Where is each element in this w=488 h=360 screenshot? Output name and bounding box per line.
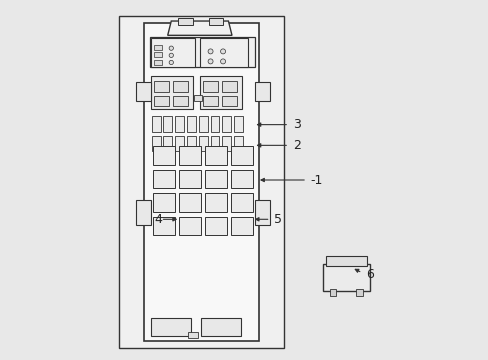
Bar: [179, 170, 201, 188]
Bar: [323, 264, 369, 291]
Bar: [230, 217, 253, 235]
Bar: [152, 170, 175, 188]
Bar: [163, 136, 172, 152]
Bar: [179, 193, 201, 212]
Bar: [204, 170, 227, 188]
Bar: [198, 116, 207, 132]
Bar: [254, 200, 269, 225]
Bar: [150, 38, 195, 67]
Bar: [222, 96, 237, 107]
Bar: [200, 38, 247, 67]
Bar: [203, 96, 218, 107]
Bar: [230, 170, 253, 188]
Text: 4: 4: [154, 213, 162, 226]
Text: -1: -1: [310, 174, 322, 186]
Bar: [152, 217, 175, 235]
Bar: [200, 76, 242, 109]
Circle shape: [169, 46, 173, 50]
Bar: [151, 136, 160, 152]
Bar: [179, 217, 201, 235]
Circle shape: [169, 60, 173, 64]
Circle shape: [207, 59, 213, 64]
Polygon shape: [167, 21, 231, 35]
Bar: [175, 116, 184, 132]
Bar: [136, 200, 151, 225]
Bar: [119, 16, 283, 348]
Bar: [210, 116, 219, 132]
Bar: [154, 60, 162, 64]
Circle shape: [169, 53, 173, 58]
Bar: [254, 82, 269, 102]
Bar: [149, 37, 255, 67]
Bar: [230, 193, 253, 212]
Bar: [222, 81, 237, 92]
Bar: [208, 18, 223, 24]
Bar: [150, 318, 190, 336]
Bar: [152, 146, 175, 165]
Bar: [198, 136, 207, 152]
Bar: [186, 136, 196, 152]
Bar: [204, 193, 227, 212]
Text: 6: 6: [365, 268, 373, 281]
Bar: [179, 146, 201, 165]
Bar: [204, 217, 227, 235]
Bar: [172, 81, 187, 92]
Bar: [356, 289, 362, 296]
Circle shape: [220, 49, 225, 54]
Text: 3: 3: [292, 118, 300, 131]
Bar: [151, 116, 160, 132]
Bar: [329, 289, 335, 296]
Bar: [325, 256, 366, 266]
Bar: [222, 116, 231, 132]
Bar: [230, 146, 253, 165]
Bar: [136, 82, 151, 102]
Bar: [152, 193, 175, 212]
Bar: [194, 95, 201, 102]
Bar: [234, 136, 243, 152]
Bar: [150, 76, 192, 109]
Bar: [144, 23, 258, 341]
Circle shape: [220, 59, 225, 64]
Bar: [175, 136, 184, 152]
Bar: [204, 146, 227, 165]
Bar: [154, 81, 169, 92]
Bar: [163, 116, 172, 132]
Bar: [154, 45, 162, 50]
Bar: [188, 332, 198, 338]
Text: 2: 2: [292, 139, 300, 152]
Circle shape: [207, 49, 213, 54]
Bar: [178, 18, 192, 24]
Bar: [186, 116, 196, 132]
Bar: [203, 81, 218, 92]
Bar: [154, 96, 169, 107]
Bar: [222, 136, 231, 152]
Bar: [154, 53, 162, 58]
Bar: [234, 116, 243, 132]
Text: 5: 5: [274, 213, 282, 226]
Bar: [201, 318, 241, 336]
Bar: [210, 136, 219, 152]
Bar: [172, 96, 187, 107]
